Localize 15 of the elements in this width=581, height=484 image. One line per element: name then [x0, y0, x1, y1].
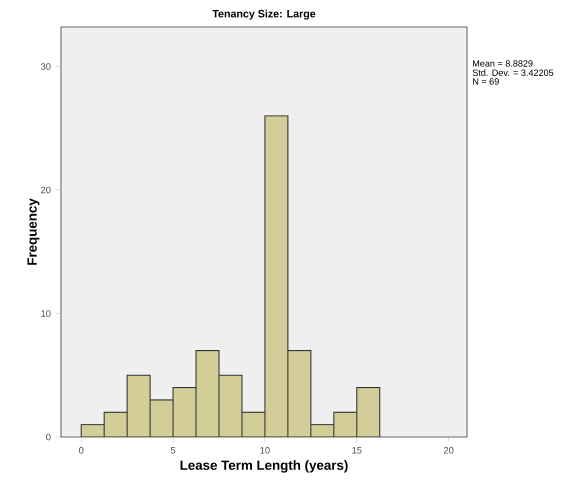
- y-tick-label: 10: [41, 310, 51, 317]
- y-axis-title: Frequency: [27, 198, 40, 265]
- y-tick-label: 30: [40, 63, 51, 70]
- x-tick-label: 20: [444, 447, 454, 454]
- text: Std. Dev. = 3.42205: [472, 69, 554, 76]
- x-tick-label: 0: [78, 447, 84, 454]
- y-tick-label: 0: [46, 434, 51, 440]
- x-tick-label: 10: [260, 447, 270, 454]
- x-tick-label: 15: [352, 447, 362, 454]
- text: Mean = 8.8829: [473, 60, 533, 67]
- chart-title: Tenancy Size: Large: [212, 10, 316, 20]
- text: N = 69: [473, 78, 499, 85]
- x-axis-title: Lease Term Length (years): [180, 460, 348, 473]
- y-tick-label: 20: [41, 186, 51, 194]
- x-tick-label: 5: [170, 447, 176, 454]
